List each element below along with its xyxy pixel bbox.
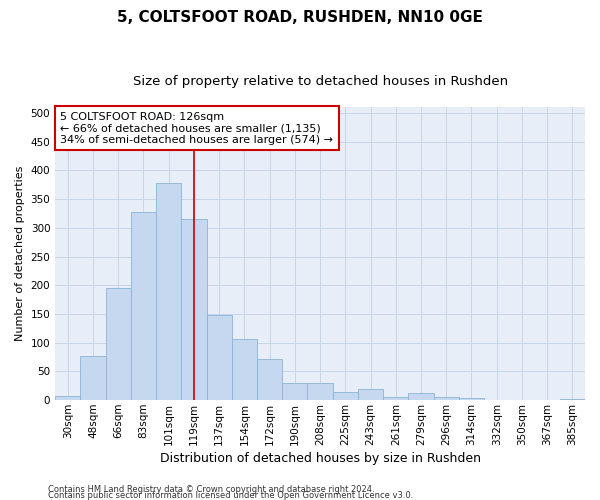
Bar [282,383,307,400]
Bar [206,314,232,400]
Bar [459,398,484,400]
Bar [181,218,206,400]
Bar [358,388,383,400]
Bar [332,392,358,400]
Bar [80,356,106,400]
Bar [434,396,459,400]
Bar [560,399,585,400]
Text: 5 COLTSFOOT ROAD: 126sqm
← 66% of detached houses are smaller (1,135)
34% of sem: 5 COLTSFOOT ROAD: 126sqm ← 66% of detach… [61,112,334,145]
Bar [409,394,434,400]
Y-axis label: Number of detached properties: Number of detached properties [15,166,25,342]
Bar [383,396,409,400]
Bar [232,338,257,400]
X-axis label: Distribution of detached houses by size in Rushden: Distribution of detached houses by size … [160,452,481,465]
Text: 5, COLTSFOOT ROAD, RUSHDEN, NN10 0GE: 5, COLTSFOOT ROAD, RUSHDEN, NN10 0GE [117,10,483,25]
Bar [307,384,332,400]
Text: Contains HM Land Registry data © Crown copyright and database right 2024.: Contains HM Land Registry data © Crown c… [48,484,374,494]
Bar [55,396,80,400]
Bar [257,359,282,400]
Title: Size of property relative to detached houses in Rushden: Size of property relative to detached ho… [133,75,508,88]
Bar [156,183,181,400]
Bar [106,288,131,400]
Text: Contains public sector information licensed under the Open Government Licence v3: Contains public sector information licen… [48,490,413,500]
Bar [131,212,156,400]
